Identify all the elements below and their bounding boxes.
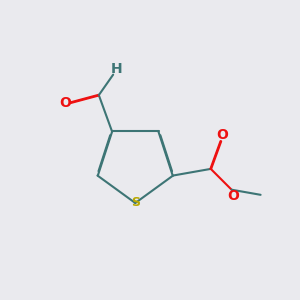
Text: O: O bbox=[59, 96, 71, 110]
Text: S: S bbox=[131, 196, 140, 209]
Text: H: H bbox=[110, 62, 122, 76]
Text: O: O bbox=[227, 189, 239, 203]
Text: O: O bbox=[216, 128, 228, 142]
